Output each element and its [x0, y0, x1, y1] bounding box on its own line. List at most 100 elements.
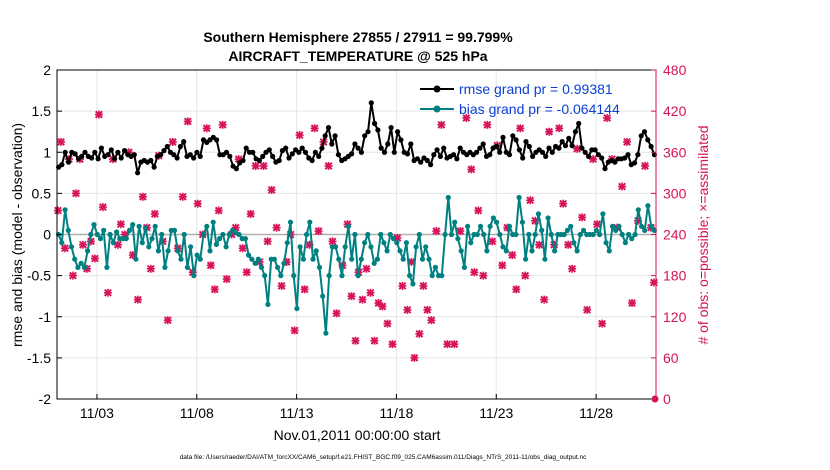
- bias-point: [600, 211, 606, 217]
- bias-line: [57, 196, 656, 335]
- bias-point: [519, 219, 526, 225]
- bias-point: [320, 293, 326, 299]
- rmse-point: [115, 149, 121, 155]
- bias-point: [149, 236, 155, 242]
- rmse-point: [595, 152, 602, 158]
- obs-marker: [53, 206, 62, 215]
- bias-point: [284, 240, 290, 246]
- rmse-point: [62, 149, 68, 155]
- bias-point: [645, 203, 651, 209]
- bias-point: [365, 231, 371, 238]
- rmse-point: [391, 149, 397, 155]
- obs-marker: [214, 206, 223, 215]
- rmse-point: [174, 155, 180, 161]
- rmse-point: [181, 139, 187, 145]
- rmse-point: [434, 147, 440, 153]
- rmse-point: [516, 147, 523, 153]
- bias-point: [210, 219, 216, 225]
- rmse-point: [286, 155, 292, 161]
- x-tick-label: 11/18: [379, 405, 413, 421]
- rmse-point: [585, 153, 592, 159]
- bias-point: [72, 256, 78, 262]
- bias-point: [394, 240, 400, 246]
- rmse-point: [322, 133, 328, 139]
- legend-rmse-marker: [433, 85, 441, 93]
- rmse-point: [572, 129, 579, 135]
- bias-point: [523, 256, 529, 262]
- bias-point: [333, 244, 339, 250]
- rmse-point: [362, 133, 368, 139]
- rmse-point: [474, 149, 480, 155]
- bias-point: [429, 273, 435, 279]
- obs-marker: [358, 295, 367, 304]
- rmse-point: [197, 153, 203, 159]
- bias-point: [255, 256, 261, 262]
- rmse-point: [441, 145, 447, 151]
- rmse-point: [191, 155, 197, 161]
- y-right-tick-label: 360: [663, 144, 687, 160]
- y-right-tick-label: 120: [663, 309, 687, 325]
- rmse-point: [398, 137, 404, 143]
- obs-marker: [150, 209, 159, 218]
- obs-marker: [218, 120, 227, 129]
- bias-point: [181, 231, 187, 238]
- rmse-point: [625, 152, 631, 158]
- bias-point: [300, 256, 306, 262]
- obs-marker: [103, 288, 112, 297]
- rmse-point: [227, 153, 233, 159]
- bias-point: [561, 231, 567, 238]
- rmse-point: [424, 157, 430, 164]
- bias-point: [152, 223, 158, 229]
- rmse-point: [105, 152, 111, 158]
- bias-point: [246, 252, 252, 258]
- rmse-point: [493, 143, 499, 150]
- rmse-point: [161, 148, 167, 154]
- bias-point: [262, 273, 268, 279]
- rmse-point: [632, 160, 638, 166]
- bias-point: [352, 231, 358, 238]
- bias-point: [503, 248, 509, 254]
- bias-point: [236, 231, 242, 238]
- bias-point: [626, 231, 632, 238]
- rmse-point: [296, 149, 302, 155]
- rmse-point: [375, 127, 381, 133]
- bias-point: [159, 231, 165, 238]
- bias-point: [638, 223, 645, 229]
- legend-rmse-label: rmse grand pr = 0.99381: [459, 81, 613, 97]
- bias-point: [143, 225, 149, 231]
- bias-point: [349, 256, 355, 262]
- bias-point: [104, 264, 110, 270]
- rmse-point: [635, 152, 641, 158]
- bias-point: [616, 223, 622, 229]
- rmse-point: [556, 145, 562, 151]
- bias-point: [258, 264, 265, 270]
- bias-point: [310, 256, 316, 262]
- bias-point: [101, 227, 107, 233]
- rmse-point: [395, 129, 401, 135]
- bias-point: [249, 256, 255, 262]
- bias-point: [497, 231, 503, 238]
- bias-point: [387, 231, 393, 238]
- rmse-point: [299, 145, 305, 151]
- rmse-point: [112, 156, 118, 162]
- rmse-point: [355, 145, 361, 151]
- rmse-point: [506, 152, 513, 158]
- obs-marker: [146, 264, 155, 273]
- rmse-point: [648, 143, 654, 150]
- obs-marker: [310, 124, 319, 133]
- rmse-point: [645, 137, 651, 143]
- obs-marker: [415, 329, 424, 338]
- bias-point: [281, 260, 287, 266]
- rmse-point: [171, 152, 177, 158]
- y-right-tick-label: 300: [663, 185, 687, 201]
- rmse-point: [404, 151, 411, 157]
- rmse-point: [95, 156, 101, 162]
- bias-point: [294, 305, 300, 312]
- x-axis: 11/03 11/08 11/13 11/18 11/23 11/28: [80, 394, 613, 421]
- obs-marker: [593, 220, 602, 229]
- obs-marker: [628, 299, 637, 308]
- rmse-point: [546, 145, 552, 151]
- y-axis-left: -2 -1.5 -1 -0.5 0 0.5 1 1.5 2: [27, 62, 62, 407]
- rmse-point: [368, 100, 374, 106]
- rmse-point: [260, 153, 266, 159]
